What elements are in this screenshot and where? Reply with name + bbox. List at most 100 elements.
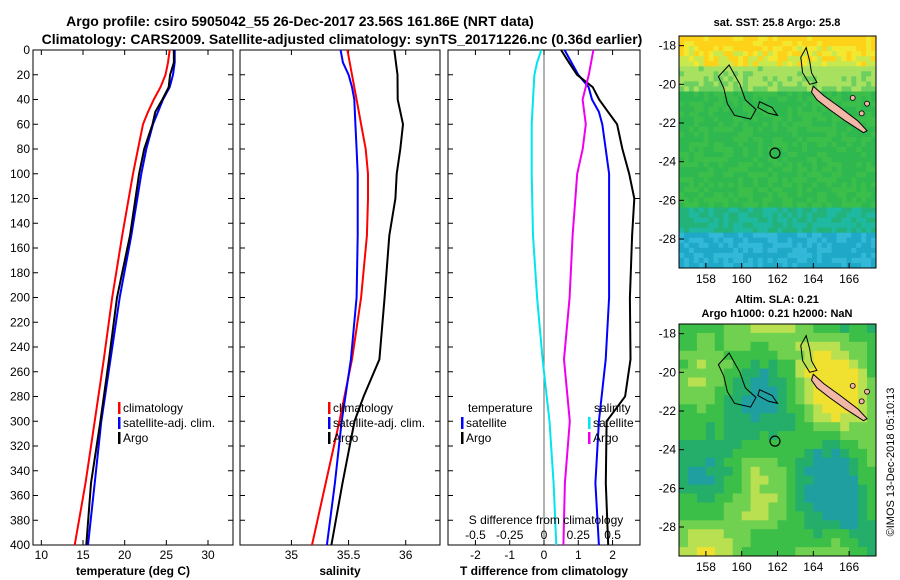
sst-cell: [856, 202, 862, 208]
sst-cell: [713, 66, 719, 72]
sst-cell: [713, 36, 719, 42]
sla-cell: [741, 395, 752, 405]
sst-cell: [871, 207, 876, 214]
sst-cell: [713, 227, 719, 234]
sst-cell: [688, 41, 695, 47]
sla-lat-tick-label: -26: [659, 481, 677, 495]
sst-cell: [802, 237, 808, 244]
sst-cell: [816, 187, 823, 193]
sst-cell: [782, 172, 788, 178]
sst-cell: [802, 147, 808, 153]
sla-cell: [822, 413, 832, 423]
sla-cell: [831, 484, 841, 495]
sla-cell: [867, 422, 876, 432]
sst-cell: [821, 217, 828, 224]
sst-cell: [767, 51, 774, 57]
sst-cell: [777, 192, 783, 198]
sst-cell: [698, 182, 705, 188]
sst-cell: [866, 61, 872, 67]
sst-cell: [836, 207, 843, 214]
sst-cell: [708, 116, 714, 123]
sla-cell: [741, 350, 752, 361]
sst-cell: [782, 182, 788, 188]
sst-cell: [836, 242, 843, 249]
sst-cell: [821, 71, 828, 77]
sst-cell: [802, 263, 808, 268]
sst-cell: [787, 141, 793, 148]
sst-cell: [743, 126, 749, 133]
sst-cell: [679, 126, 685, 133]
sst-cell: [757, 263, 764, 268]
sla-cell: [714, 466, 725, 477]
sst-cell: [738, 71, 744, 77]
sla-loyalty-island: [858, 398, 865, 405]
sst-cell: [802, 252, 808, 259]
sst-cell: [812, 247, 818, 254]
sla-cell: [849, 422, 859, 432]
sla-cell: [679, 493, 689, 503]
sst-cell: [866, 66, 872, 72]
sst-cell: [812, 101, 818, 108]
sst-cell: [708, 96, 714, 103]
sla-cell: [831, 547, 841, 556]
sst-cell: [787, 51, 793, 57]
sst-cell: [743, 101, 749, 108]
sla-cell: [714, 511, 725, 521]
sst-cell: [679, 232, 685, 239]
sla-cell: [759, 520, 770, 530]
sst-cell: [703, 212, 710, 219]
sla-cell: [741, 448, 752, 459]
sst-cell: [767, 197, 774, 203]
sst-cell: [816, 207, 823, 214]
sst-cell: [723, 46, 729, 52]
sla-cell: [849, 332, 859, 343]
sst-cell: [743, 66, 749, 72]
sla-cell: [867, 332, 876, 343]
sst-cell: [762, 86, 769, 92]
sla-cell: [768, 440, 779, 450]
sst-cell: [821, 212, 828, 219]
sst-cell: [792, 157, 798, 163]
sst-cell: [683, 197, 690, 203]
sst-cell: [841, 192, 847, 198]
sst-cell: [767, 217, 774, 224]
sla-cell: [804, 520, 814, 530]
sst-cell: [841, 101, 847, 108]
sst-cell: [723, 136, 729, 143]
temperature-legend-label: climatology: [123, 401, 183, 415]
sst-cell: [738, 126, 744, 133]
sst-cell: [777, 111, 783, 118]
sst-cell: [816, 257, 823, 264]
sst-cell: [718, 147, 724, 153]
sst-cell: [728, 131, 734, 138]
sst-cell: [728, 81, 734, 87]
sst-cell: [738, 116, 744, 123]
sla-cell: [732, 359, 743, 370]
sst-cell: [782, 61, 788, 67]
sla-cell: [831, 377, 841, 387]
sst-cell: [782, 237, 788, 244]
sst-cell: [787, 76, 793, 82]
sla-cell: [795, 431, 805, 441]
sst-cell: [831, 116, 838, 123]
sst-cell: [841, 106, 847, 113]
sla-cell: [732, 538, 743, 548]
sst-cell: [688, 136, 695, 143]
sla-cell: [750, 332, 761, 343]
sst-cell: [812, 232, 818, 239]
sla-cell: [714, 502, 725, 512]
sst-cell: [846, 147, 852, 153]
sst-cell: [762, 157, 769, 163]
sst-cell: [797, 126, 803, 133]
sst-cell: [733, 76, 739, 82]
salinity-series-satellite-adj-clim-: [325, 49, 359, 546]
sst-cell: [698, 141, 705, 148]
sst-cell: [792, 131, 798, 138]
sst-cell: [841, 162, 847, 168]
sla-cell: [777, 493, 788, 503]
sst-cell: [698, 207, 705, 214]
sla-cell: [822, 440, 832, 450]
sst-cell: [777, 242, 783, 249]
sst-cell: [787, 257, 793, 264]
sst-cell: [826, 152, 833, 158]
